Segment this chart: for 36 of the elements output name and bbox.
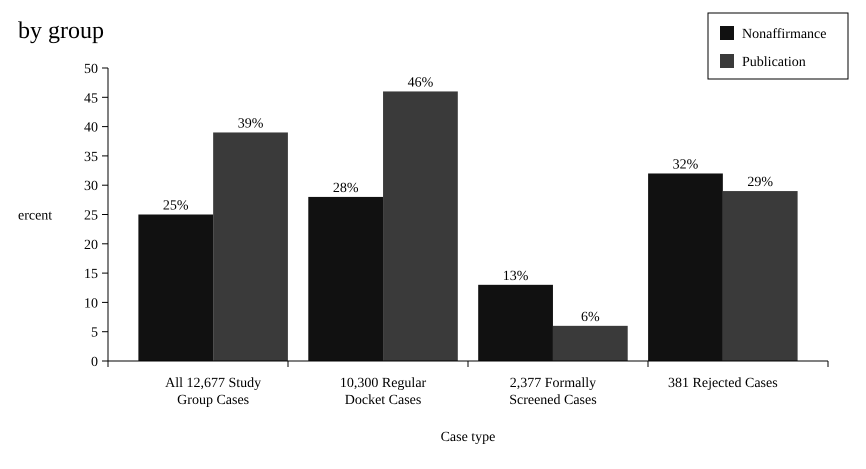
bar [308, 196, 384, 361]
text: 6% [580, 310, 600, 325]
x-tick-label: All 12,677 Study Group Cases [165, 376, 262, 408]
y-tick-label: 10 [84, 296, 98, 312]
y-axis-title: ercent [18, 208, 52, 224]
x-tick-label: 10,300 Regular Docket Cases [340, 376, 427, 408]
y-tick-label: 40 [84, 120, 98, 136]
x-axis-title: Case type [440, 430, 496, 445]
legend-label: Publication [742, 55, 806, 70]
y-tick-label: 15 [84, 267, 98, 282]
chart-title: by group [18, 18, 104, 44]
y-tick-label: 30 [84, 179, 98, 194]
legend-label: Nonaffirmance [742, 27, 826, 42]
bar [213, 132, 288, 361]
text: 39% [238, 116, 264, 132]
x-tick-label: 381 Rejected Cases [668, 376, 778, 391]
text: 25% [162, 198, 189, 214]
text: 32% [672, 157, 698, 172]
bar [478, 284, 553, 361]
y-tick-label: 5 [91, 326, 98, 341]
y-tick-label: 50 [84, 62, 98, 77]
y-tick-label: 25 [84, 208, 98, 224]
y-tick-label: 45 [84, 91, 98, 106]
text: 29% [747, 175, 774, 190]
bar [383, 91, 458, 361]
bar [648, 173, 723, 361]
bar [722, 191, 798, 361]
bar [552, 326, 628, 361]
text: 46% [408, 75, 434, 90]
text: 28% [332, 180, 359, 196]
y-tick-label: 35 [84, 150, 98, 165]
y-tick-label: 0 [91, 355, 98, 370]
x-tick-label: 2,377 Formally Screened Cases [509, 376, 597, 408]
text: 13% [502, 268, 528, 284]
y-tick-label: 20 [84, 238, 98, 253]
bar [138, 214, 214, 361]
